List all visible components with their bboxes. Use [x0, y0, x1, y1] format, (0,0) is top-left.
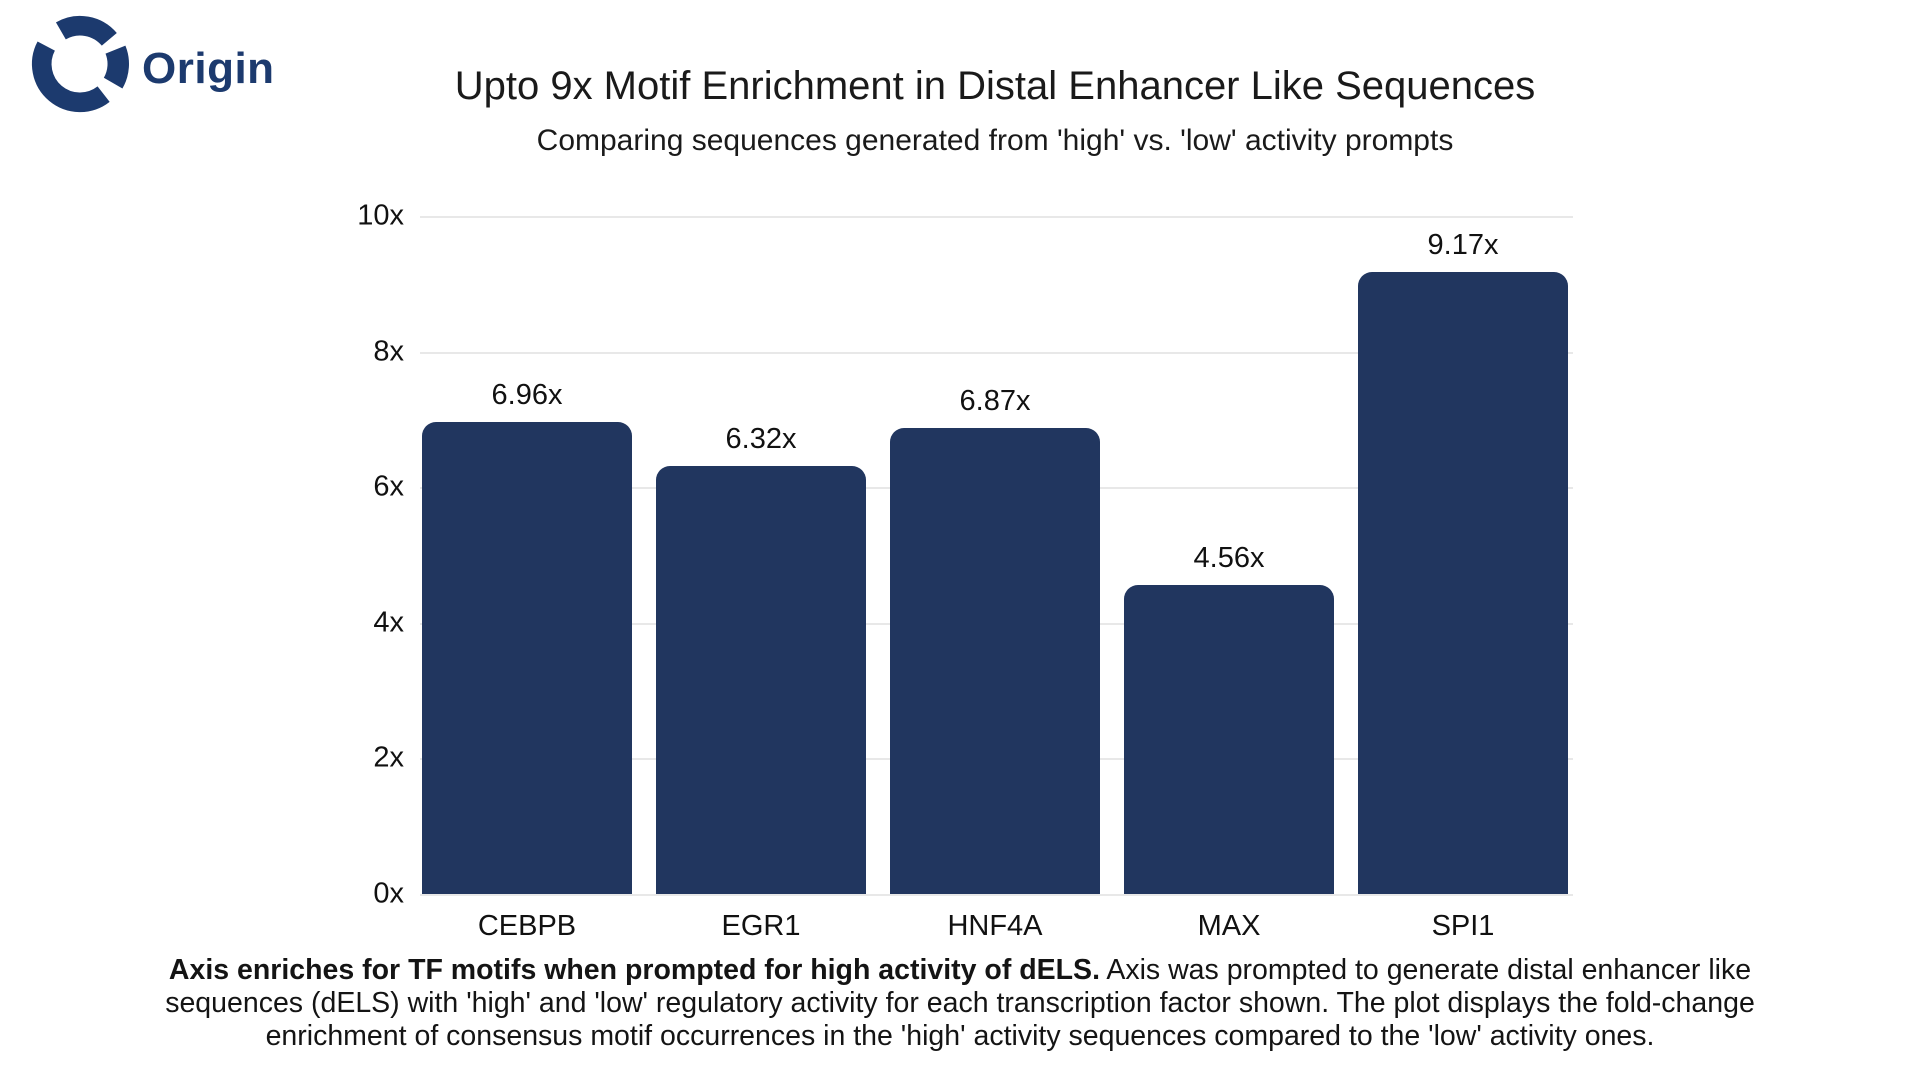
- x-tick-label-MAX: MAX: [1197, 910, 1261, 942]
- y-axis-tick-labels: 10x 8x 6x 4x 2x 0x: [0, 201, 404, 908]
- caption-body: Axis was prompted to generate distal enh…: [165, 954, 1755, 1052]
- bar-slot-EGR1: 6.32x EGR1: [656, 216, 866, 942]
- plot-area: 6.96x CEBPB 6.32x EGR1 6.87x HNF4A 4.56x MAX 9.1…: [420, 216, 1573, 942]
- x-tick-label-EGR1: EGR1: [721, 910, 801, 942]
- gridline-8x: [420, 351, 1573, 354]
- y-tick-label-8x: 8x: [373, 335, 404, 368]
- x-tick-label-CEBPB: CEBPB: [477, 910, 577, 942]
- figure-caption-text: Axis enriches for TF motifs when prompte…: [155, 954, 1765, 1053]
- y-tick-label-10x: 10x: [357, 199, 404, 232]
- y-tick-label-2x: 2x: [373, 741, 404, 774]
- figure-caption: Axis enriches for TF motifs when prompte…: [0, 954, 1920, 1053]
- bar-value-label-SPI1: 9.17x: [1427, 229, 1499, 262]
- caption-lead-sentence: Axis enriches for TF motifs when prompte…: [168, 954, 1100, 986]
- chart-subtitle: Comparing sequences generated from 'high…: [536, 124, 1454, 157]
- origin-logo-icon: [31, 15, 129, 113]
- origin-logo-text: Origin: [142, 44, 275, 93]
- bar-HNF4A: [890, 428, 1100, 894]
- bar-CEBPB: [422, 422, 632, 894]
- bar-value-label-MAX: 4.56x: [1193, 541, 1265, 574]
- origin-logo: Origin: [24, 8, 275, 120]
- bar-slot-MAX: 4.56x MAX: [1124, 216, 1334, 942]
- bar-SPI1: [1358, 272, 1568, 894]
- bar-slot-SPI1: 9.17x SPI1: [1358, 216, 1568, 942]
- x-tick-label-SPI1: SPI1: [1431, 910, 1495, 942]
- gridline-10x: [420, 216, 1573, 218]
- bar-value-label-HNF4A: 6.87x: [959, 385, 1031, 418]
- bar-value-label-EGR1: 6.32x: [725, 422, 797, 455]
- gridline-0x: [420, 894, 1573, 896]
- bar-slot-CEBPB: 6.96x CEBPB: [422, 216, 632, 942]
- bar-MAX: [1124, 584, 1334, 894]
- chart-title: Upto 9x Motif Enrichment in Distal Enhan…: [454, 64, 1536, 108]
- x-tick-label-HNF4A: HNF4A: [947, 910, 1043, 942]
- bar-EGR1: [656, 465, 866, 894]
- y-tick-label-0x: 0x: [373, 877, 404, 910]
- bar-value-label-CEBPB: 6.96x: [491, 379, 563, 412]
- bar-slot-HNF4A: 6.87x HNF4A: [890, 216, 1100, 942]
- y-tick-label-4x: 4x: [373, 606, 404, 639]
- y-tick-label-6x: 6x: [373, 470, 404, 503]
- bars-area: 6.96x CEBPB 6.32x EGR1 6.87x HNF4A 4.56x MAX 9.1…: [422, 216, 1568, 942]
